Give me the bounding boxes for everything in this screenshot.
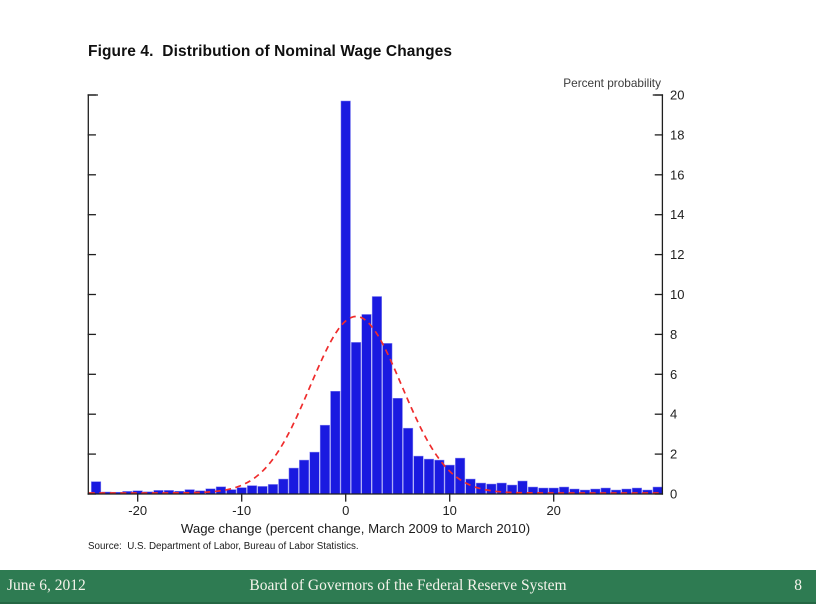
footer-date: June 6, 2012	[7, 577, 86, 594]
histogram-bar	[413, 455, 424, 495]
histogram-bar	[330, 391, 341, 495]
x-tick-label: -20	[128, 503, 147, 518]
x-tick-label: 20	[546, 503, 560, 518]
y-tick-label: 18	[670, 127, 684, 142]
y-tick-label: 8	[670, 327, 677, 342]
y-tick-label: 16	[670, 167, 684, 182]
source-note: Source: U.S. Department of Labor, Bureau…	[88, 541, 359, 552]
y-tick-label: 20	[670, 88, 684, 103]
x-axis-title: Wage change (percent change, March 2009 …	[180, 521, 531, 536]
histogram-bar	[257, 486, 268, 495]
x-tick-labels: -20 -10 0 10 20	[128, 503, 561, 518]
y-tick-label: 6	[670, 367, 677, 382]
histogram-bar	[288, 467, 299, 495]
y-tick-label: 12	[670, 247, 684, 262]
footer-bar: June 6, 2012 Board of Governors of the F…	[0, 570, 816, 604]
axes	[87, 94, 664, 502]
footer-organization: Board of Governors of the Federal Reserv…	[249, 577, 567, 594]
histogram-bar	[434, 459, 445, 495]
histogram-bar	[340, 100, 351, 495]
histogram-bar	[444, 464, 455, 495]
x-tick-label: 0	[342, 503, 349, 518]
y-tick-label: 0	[670, 487, 677, 502]
histogram-bar	[351, 342, 362, 495]
histogram-bar	[486, 483, 497, 495]
chart-title: Figure 4. Distribution of Nominal Wage C…	[88, 43, 453, 60]
y-tick-label: 2	[670, 447, 677, 462]
histogram-bar	[319, 424, 330, 495]
histogram-bar	[403, 427, 414, 495]
wage-change-histogram: 0 2 4 6 8 10 12 14 16 18 20 -20 -10 0 10 20	[87, 88, 684, 518]
histogram-bar	[382, 343, 393, 495]
histogram-bar	[267, 484, 278, 495]
histogram-bar	[236, 487, 247, 495]
histogram-bar	[455, 457, 466, 495]
histogram-bar	[392, 397, 403, 495]
y-tick-label: 4	[670, 407, 677, 422]
x-tick-label: 10	[442, 503, 456, 518]
histogram-bar	[361, 314, 372, 495]
x-tick-label: -10	[232, 503, 251, 518]
y-tick-label: 14	[670, 207, 684, 222]
histogram-bar	[423, 458, 434, 495]
normal-curve	[88, 315, 661, 494]
y-tick-labels: 0 2 4 6 8 10 12 14 16 18 20	[670, 88, 684, 502]
histogram-bar	[299, 459, 310, 495]
footer-page-number: 8	[794, 577, 802, 594]
histogram-bar	[465, 478, 476, 495]
histogram-bar	[371, 296, 382, 495]
histogram-bar	[91, 481, 102, 495]
y-axis-title: Percent probability	[563, 76, 661, 90]
histogram-bar	[278, 478, 289, 495]
histogram-bars	[91, 100, 663, 495]
histogram-bar	[309, 451, 320, 495]
y-tick-label: 10	[670, 287, 684, 302]
histogram-bar	[247, 485, 258, 495]
